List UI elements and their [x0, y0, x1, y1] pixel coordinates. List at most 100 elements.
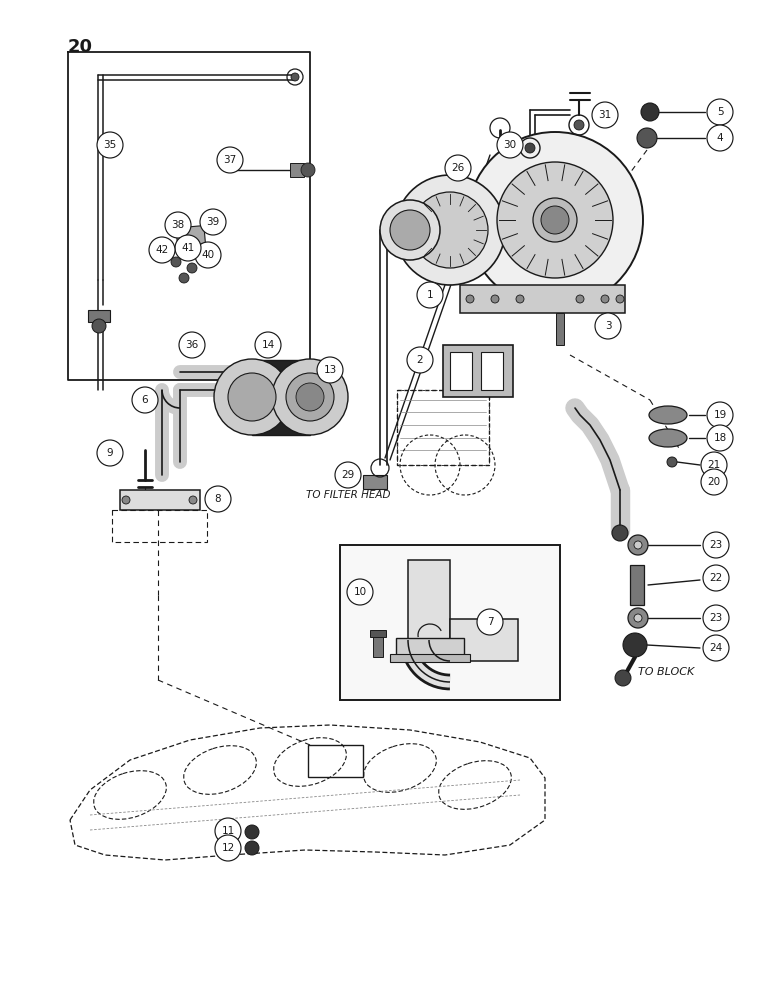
Text: 36: 36 — [185, 340, 198, 350]
Circle shape — [390, 210, 430, 250]
Bar — [112, 510, 207, 542]
Text: 19: 19 — [713, 410, 726, 420]
Circle shape — [214, 359, 290, 435]
Circle shape — [497, 132, 523, 158]
Text: 29: 29 — [341, 470, 354, 480]
Ellipse shape — [649, 429, 687, 447]
Text: 3: 3 — [604, 321, 611, 331]
Circle shape — [255, 332, 281, 358]
Bar — [363, 475, 387, 489]
Circle shape — [132, 387, 158, 413]
Circle shape — [497, 162, 613, 278]
Circle shape — [576, 295, 584, 303]
Text: 31: 31 — [598, 110, 611, 120]
Text: 24: 24 — [709, 643, 723, 653]
Circle shape — [97, 132, 123, 158]
Circle shape — [641, 103, 659, 121]
Circle shape — [347, 579, 373, 605]
Text: 1: 1 — [427, 290, 433, 300]
Circle shape — [601, 295, 609, 303]
Circle shape — [541, 206, 569, 234]
Text: 22: 22 — [709, 573, 723, 583]
Circle shape — [491, 295, 499, 303]
Circle shape — [628, 608, 648, 628]
Bar — [290, 163, 304, 177]
Circle shape — [175, 235, 201, 261]
Bar — [373, 637, 383, 657]
Circle shape — [701, 452, 727, 478]
Circle shape — [228, 373, 276, 421]
Circle shape — [707, 402, 733, 428]
Circle shape — [97, 440, 123, 466]
Bar — [408, 560, 450, 640]
Circle shape — [703, 565, 729, 591]
Circle shape — [317, 357, 343, 383]
Text: 11: 11 — [222, 826, 235, 836]
Circle shape — [592, 102, 618, 128]
Text: 21: 21 — [707, 460, 720, 470]
Circle shape — [707, 125, 733, 151]
Circle shape — [703, 532, 729, 558]
Circle shape — [467, 132, 643, 308]
Circle shape — [217, 147, 243, 173]
Text: 10: 10 — [354, 587, 367, 597]
Circle shape — [205, 486, 231, 512]
Circle shape — [149, 237, 175, 263]
Text: 4: 4 — [716, 133, 723, 143]
Bar — [397, 390, 489, 465]
Bar — [252, 360, 310, 435]
Circle shape — [412, 192, 488, 268]
Text: 2: 2 — [417, 355, 423, 365]
Ellipse shape — [649, 406, 687, 424]
Circle shape — [628, 535, 648, 555]
Text: 23: 23 — [709, 540, 723, 550]
Text: 37: 37 — [223, 155, 237, 165]
Text: 20: 20 — [68, 38, 93, 56]
Circle shape — [200, 209, 226, 235]
Circle shape — [215, 818, 241, 844]
Circle shape — [516, 295, 524, 303]
Circle shape — [612, 525, 628, 541]
Circle shape — [703, 635, 729, 661]
Circle shape — [193, 247, 203, 257]
Circle shape — [407, 347, 433, 373]
Circle shape — [245, 841, 259, 855]
Circle shape — [634, 614, 642, 622]
Circle shape — [615, 670, 631, 686]
Circle shape — [667, 457, 677, 467]
Circle shape — [245, 825, 259, 839]
Text: 18: 18 — [713, 433, 726, 443]
Bar — [120, 490, 200, 510]
Text: 6: 6 — [142, 395, 148, 405]
Circle shape — [179, 273, 189, 283]
Bar — [176, 226, 205, 246]
Circle shape — [574, 120, 584, 130]
Bar — [450, 619, 518, 661]
Circle shape — [637, 128, 657, 148]
Text: 40: 40 — [201, 250, 215, 260]
Text: 14: 14 — [262, 340, 275, 350]
Circle shape — [417, 282, 443, 308]
Circle shape — [634, 541, 642, 549]
Text: 9: 9 — [107, 448, 113, 458]
Bar — [397, 390, 489, 465]
Circle shape — [380, 200, 440, 260]
Bar — [396, 638, 464, 656]
Text: 23: 23 — [709, 613, 723, 623]
Text: 35: 35 — [103, 140, 117, 150]
Circle shape — [533, 198, 577, 242]
Text: 39: 39 — [206, 217, 219, 227]
Text: 8: 8 — [215, 494, 222, 504]
Bar — [481, 352, 503, 390]
Text: 5: 5 — [716, 107, 723, 117]
Circle shape — [395, 175, 505, 285]
Bar — [390, 654, 470, 662]
Text: 13: 13 — [323, 365, 337, 375]
Circle shape — [445, 155, 471, 181]
Circle shape — [701, 469, 727, 495]
Text: 30: 30 — [503, 140, 516, 150]
Bar — [450, 352, 472, 390]
Bar — [630, 565, 644, 605]
Bar — [308, 745, 363, 777]
Circle shape — [177, 245, 187, 255]
